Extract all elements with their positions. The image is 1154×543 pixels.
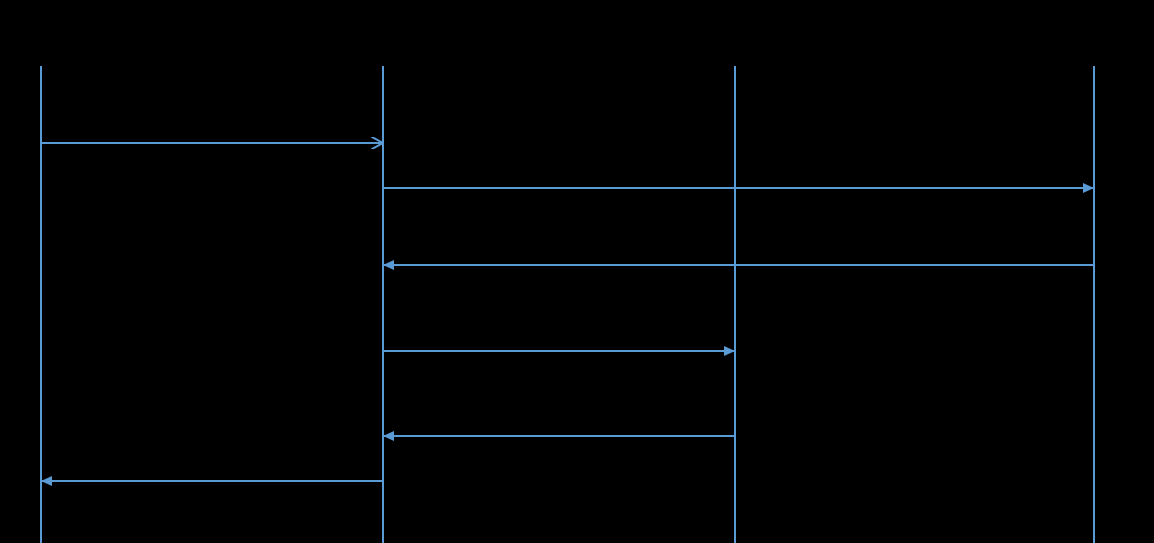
messages-group (41, 143, 1094, 486)
